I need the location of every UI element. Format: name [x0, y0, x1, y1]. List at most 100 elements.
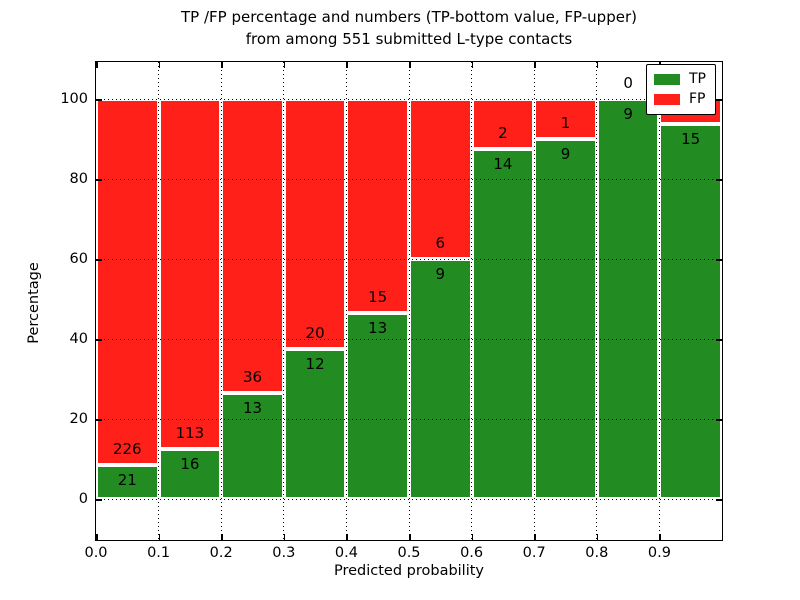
- tp-count-label: 21: [117, 470, 137, 489]
- tp-count-label: 15: [681, 130, 701, 148]
- tp-bar-segment: [346, 313, 409, 499]
- x-tick-mark-top: [96, 62, 98, 68]
- x-tick-mark: [346, 534, 348, 540]
- y-tick-label: 100: [60, 91, 88, 107]
- x-tick-mark: [96, 534, 98, 540]
- fp-count-label: 15: [368, 288, 388, 307]
- y-tick-label: 20: [69, 411, 88, 427]
- x-tick-label: 0.7: [522, 545, 546, 561]
- tp-bar-segment: [659, 124, 722, 499]
- gridline-vertical: [471, 62, 473, 540]
- y-tick-mark: [96, 179, 102, 181]
- x-tick-mark-top: [346, 62, 348, 68]
- gridline-horizontal: [96, 179, 722, 180]
- gridline-horizontal: [96, 99, 722, 100]
- tp-count-label: 9: [623, 105, 633, 123]
- gridline-vertical: [658, 62, 660, 540]
- fp-bar-segment: [471, 99, 535, 149]
- y-tick-mark-right: [716, 499, 722, 501]
- legend-item-tp: TP: [654, 69, 708, 89]
- gridline-horizontal: [96, 419, 722, 420]
- fp-count-label: 1: [560, 114, 571, 132]
- tp-bar-segment: [596, 99, 660, 499]
- x-tick-mark: [471, 534, 474, 540]
- fp-bar-segment: [534, 99, 597, 139]
- y-tick-mark-right: [716, 179, 722, 181]
- fp-bar-segment: [158, 99, 222, 450]
- y-tick-mark: [96, 99, 102, 101]
- fp-count-label: 20: [305, 324, 325, 342]
- x-tick-label: 0.1: [147, 545, 171, 561]
- chart-title: TP /FP percentage and numbers (TP-bottom…: [96, 6, 722, 50]
- x-tick-mark-top: [221, 62, 223, 68]
- x-tick-mark: [221, 534, 223, 540]
- fp-swatch-icon: [654, 93, 680, 105]
- x-tick-label: 0.4: [334, 545, 358, 561]
- tp-bar-segment: [409, 259, 472, 499]
- y-tick-mark: [96, 499, 102, 501]
- tp-count-label: 13: [368, 319, 388, 338]
- y-tick-label: 40: [69, 331, 88, 347]
- y-tick-mark-right: [716, 339, 722, 341]
- x-tick-mark: [534, 534, 536, 540]
- x-tick-label: 0.2: [209, 545, 233, 561]
- x-tick-mark: [596, 534, 599, 540]
- y-tick-mark: [96, 339, 102, 341]
- x-tick-mark-top: [158, 62, 161, 68]
- y-tick-label: 80: [69, 171, 88, 187]
- x-tick-label: 0.5: [397, 545, 421, 561]
- tp-bar-segment: [158, 449, 222, 499]
- x-tick-mark-top: [471, 62, 474, 68]
- gridline-horizontal: [96, 499, 722, 500]
- legend: TP FP: [646, 64, 716, 115]
- tp-bar-segment: [534, 139, 597, 499]
- x-tick-mark: [158, 534, 161, 540]
- y-tick-label: 0: [78, 491, 88, 507]
- x-tick-label: 0.6: [460, 545, 484, 561]
- fp-bar-segment: [221, 99, 284, 393]
- fp-bar-segment: [96, 99, 159, 465]
- y-tick-mark: [96, 419, 102, 421]
- x-tick-mark-top: [596, 62, 599, 68]
- legend-label-fp: FP: [689, 91, 706, 107]
- fp-count-label: 6: [435, 234, 446, 252]
- y-tick-mark-right: [716, 419, 722, 421]
- x-tick-mark: [409, 534, 411, 540]
- fp-count-label: 113: [175, 424, 205, 443]
- x-tick-label: 0.3: [272, 545, 296, 561]
- x-tick-label: 0.9: [647, 545, 671, 561]
- fp-count-label: 226: [112, 439, 142, 458]
- tp-bar-segment: [283, 349, 347, 499]
- gridline-horizontal: [96, 259, 722, 260]
- fp-bar-segment: [283, 99, 347, 349]
- tp-count-label: 9: [435, 265, 446, 283]
- gridline-vertical: [345, 62, 347, 540]
- tp-bar-segment: [96, 464, 159, 499]
- x-tick-mark-top: [283, 62, 286, 68]
- gridline-vertical: [596, 62, 598, 540]
- gridline-horizontal: [96, 339, 722, 340]
- x-tick-mark-top: [409, 62, 411, 68]
- gridline-vertical: [408, 62, 410, 540]
- fp-count-label: 2: [498, 124, 508, 142]
- x-axis-label: Predicted probability: [333, 563, 485, 579]
- tp-bar-segment: [221, 392, 284, 499]
- tp-swatch-icon: [654, 73, 680, 85]
- legend-item-fp: FP: [654, 89, 708, 109]
- x-tick-label: 0.0: [84, 545, 108, 561]
- x-tick-label: 0.8: [585, 545, 609, 561]
- y-tick-mark-right: [716, 99, 722, 101]
- fp-bar-segment: [346, 99, 409, 314]
- y-tick-label: 60: [69, 251, 88, 267]
- x-tick-mark-top: [534, 62, 536, 68]
- fp-count-label: 0: [623, 74, 633, 92]
- x-tick-mark: [283, 534, 286, 540]
- gridline-vertical: [283, 62, 285, 540]
- fp-count-label: 36: [242, 367, 263, 386]
- x-tick-mark: [659, 534, 661, 540]
- chart-title-line2: from among 551 submitted L-type contacts: [245, 30, 573, 48]
- tp-count-label: 16: [180, 455, 200, 474]
- legend-label-tp: TP: [689, 71, 706, 87]
- y-axis-label: Percentage: [26, 262, 42, 344]
- gridline-vertical: [158, 62, 160, 540]
